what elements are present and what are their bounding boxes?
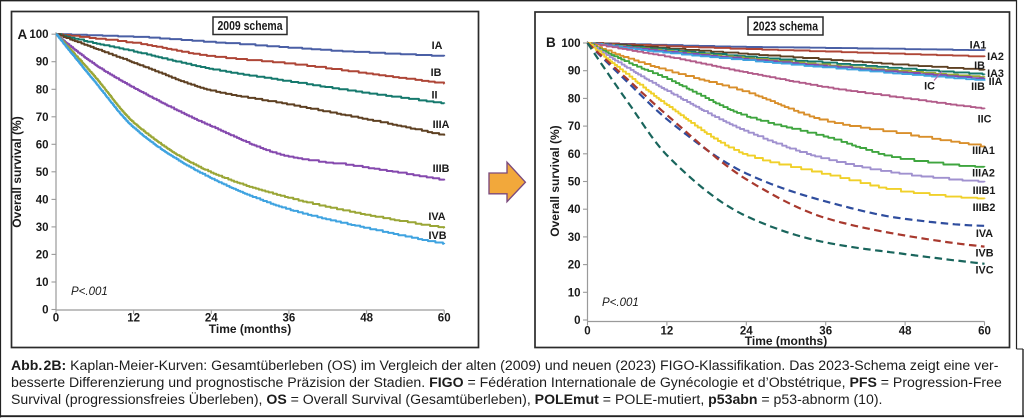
svg-text:IIIA: IIIA <box>433 119 450 131</box>
svg-text:60: 60 <box>978 326 991 338</box>
svg-text:IIIA1: IIIA1 <box>972 145 995 157</box>
svg-text:P<.001: P<.001 <box>71 286 108 298</box>
svg-text:20: 20 <box>36 249 49 261</box>
svg-text:Time (months): Time (months) <box>209 322 291 336</box>
svg-text:0: 0 <box>574 315 580 327</box>
svg-text:IIIB: IIIB <box>433 163 450 175</box>
svg-text:II: II <box>432 89 438 101</box>
svg-text:0: 0 <box>42 305 48 317</box>
svg-text:2009 schema: 2009 schema <box>218 19 284 33</box>
svg-text:Overall survival (%): Overall survival (%) <box>548 125 562 236</box>
svg-text:60: 60 <box>438 313 451 325</box>
svg-text:0: 0 <box>53 313 59 325</box>
svg-text:30: 30 <box>36 222 49 234</box>
svg-text:70: 70 <box>36 112 49 124</box>
svg-text:40: 40 <box>568 204 581 216</box>
svg-text:IB: IB <box>974 60 985 72</box>
svg-text:80: 80 <box>568 93 581 105</box>
svg-text:IIA: IIA <box>989 76 1003 88</box>
svg-text:IVA: IVA <box>428 211 445 223</box>
svg-text:Overall survival (%): Overall survival (%) <box>10 116 24 227</box>
svg-text:100: 100 <box>29 29 48 41</box>
svg-text:48: 48 <box>899 326 912 338</box>
svg-text:12: 12 <box>127 313 140 325</box>
svg-text:IIIA2: IIIA2 <box>972 167 995 179</box>
svg-text:10: 10 <box>568 287 581 299</box>
svg-text:IA3: IA3 <box>987 68 1004 80</box>
svg-text:24: 24 <box>740 326 753 338</box>
svg-text:36: 36 <box>819 326 832 338</box>
svg-text:IIIB2: IIIB2 <box>973 202 996 214</box>
svg-text:IVB: IVB <box>976 247 994 259</box>
svg-text:60: 60 <box>568 149 581 161</box>
svg-text:80: 80 <box>36 84 49 96</box>
svg-text:0: 0 <box>584 326 590 338</box>
svg-text:40: 40 <box>36 194 49 206</box>
svg-text:IB: IB <box>431 67 442 79</box>
svg-text:IVB: IVB <box>429 230 447 242</box>
svg-text:IVC: IVC <box>976 264 994 276</box>
svg-text:IC: IC <box>924 80 935 92</box>
svg-text:A: A <box>18 27 28 42</box>
svg-text:50: 50 <box>568 177 581 189</box>
svg-text:90: 90 <box>568 66 581 78</box>
svg-text:IIC: IIC <box>978 113 992 125</box>
svg-text:48: 48 <box>360 313 373 325</box>
svg-text:IA1: IA1 <box>970 39 987 51</box>
svg-text:IIB: IIB <box>971 81 985 93</box>
svg-text:10: 10 <box>36 277 49 289</box>
svg-text:50: 50 <box>36 167 49 179</box>
svg-text:30: 30 <box>568 232 581 244</box>
svg-text:B: B <box>546 35 556 50</box>
svg-text:24: 24 <box>205 313 218 325</box>
svg-text:12: 12 <box>661 326 674 338</box>
svg-text:36: 36 <box>283 313 296 325</box>
svg-text:IA2: IA2 <box>987 51 1004 63</box>
svg-text:IVA: IVA <box>976 228 993 240</box>
svg-text:IIIB1: IIIB1 <box>973 185 996 197</box>
svg-text:20: 20 <box>568 260 581 272</box>
svg-text:60: 60 <box>36 139 49 151</box>
svg-text:70: 70 <box>568 121 581 133</box>
svg-text:100: 100 <box>561 38 580 50</box>
svg-text:90: 90 <box>36 57 49 69</box>
svg-text:P<.001: P<.001 <box>602 297 639 309</box>
svg-text:IA: IA <box>432 40 443 52</box>
svg-text:Time (months): Time (months) <box>745 334 827 348</box>
svg-text:2023 schema: 2023 schema <box>753 20 819 34</box>
